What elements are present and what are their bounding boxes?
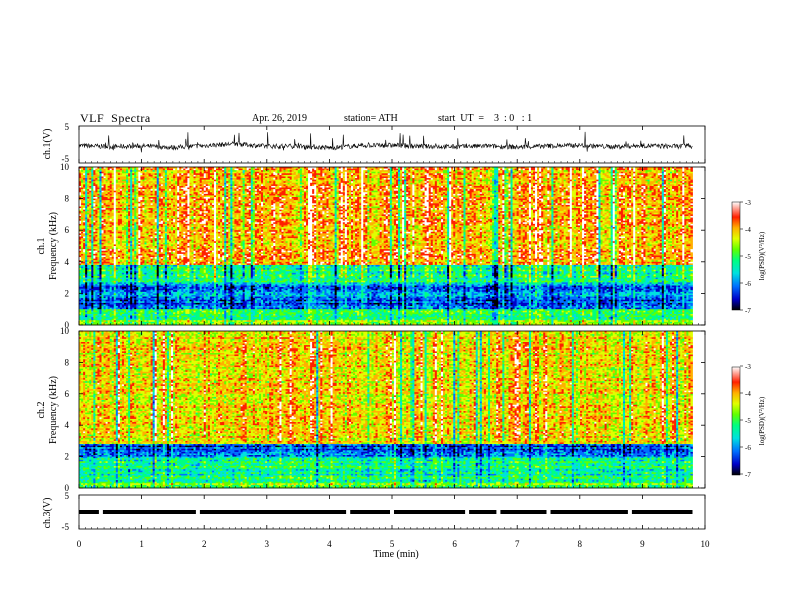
- ylabel-ch1: ch.1(V): [42, 129, 53, 160]
- series-ch1-line: [79, 132, 693, 152]
- spectrogram-ch1-heatmap: [79, 167, 693, 325]
- waveform-ch1-trace: [79, 132, 693, 152]
- ytick-label: 5: [65, 122, 70, 132]
- panel-frame: [79, 126, 705, 163]
